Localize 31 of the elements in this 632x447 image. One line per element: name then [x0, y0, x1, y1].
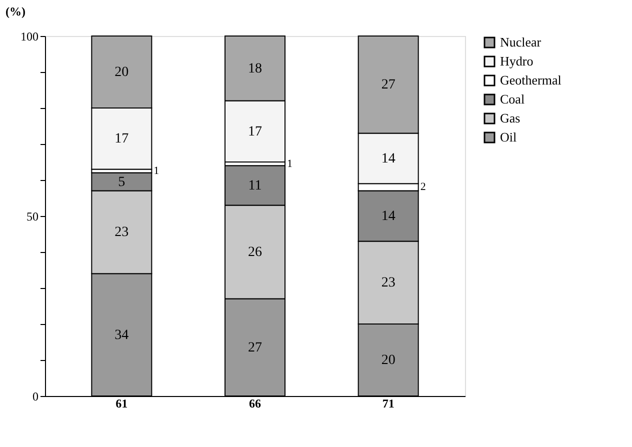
x-tick-label: 61	[116, 396, 128, 410]
data-label: 11	[248, 178, 262, 194]
data-label: 5	[118, 174, 126, 190]
data-label: 18	[248, 61, 262, 76]
x-tick-label: 71	[382, 396, 394, 410]
legend-label: Oil	[500, 130, 517, 144]
x-tick-label: 66	[249, 396, 261, 410]
y-tick-label: 50	[26, 210, 38, 224]
data-label: 17	[114, 132, 129, 147]
y-tick-label: 100	[20, 30, 38, 44]
data-label: 26	[248, 245, 262, 260]
data-label: 23	[381, 276, 396, 291]
data-label: 23	[114, 225, 129, 240]
data-label: 1	[154, 165, 160, 177]
legend-label: Coal	[500, 92, 525, 106]
data-label: 20	[381, 353, 396, 368]
data-label: 2	[420, 181, 426, 194]
data-label: 14	[381, 209, 396, 224]
data-label: 27	[248, 340, 262, 356]
data-label: 34	[114, 328, 129, 343]
data-label: 1	[287, 158, 292, 170]
data-label: 17	[248, 124, 262, 140]
legend-label: Hydro	[500, 54, 534, 68]
y-axis-title: (%)	[6, 4, 26, 18]
data-label: 27	[381, 78, 396, 93]
y-tick-label: 0	[32, 390, 38, 404]
legend-label: Gas	[500, 110, 520, 126]
legend-label: Geothermal	[500, 72, 562, 88]
data-label: 20	[114, 65, 129, 80]
legend-label: Nuclear	[500, 34, 542, 50]
data-label: 14	[381, 151, 396, 166]
